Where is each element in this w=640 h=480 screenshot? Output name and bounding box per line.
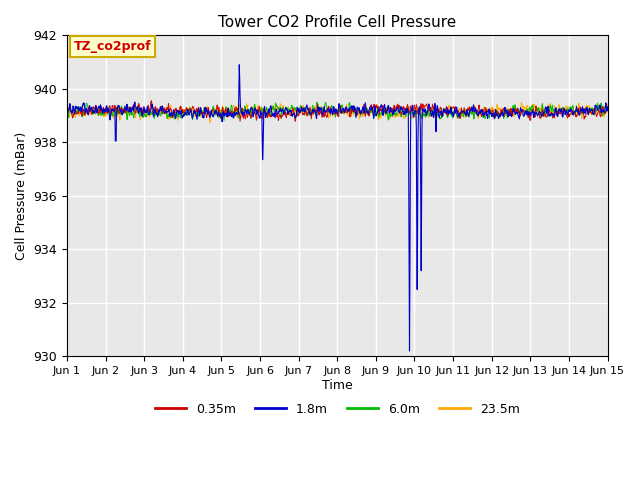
- Y-axis label: Cell Pressure (mBar): Cell Pressure (mBar): [15, 132, 28, 260]
- Text: TZ_co2prof: TZ_co2prof: [74, 40, 151, 53]
- Title: Tower CO2 Profile Cell Pressure: Tower CO2 Profile Cell Pressure: [218, 15, 456, 30]
- X-axis label: Time: Time: [322, 379, 353, 392]
- Legend: 0.35m, 1.8m, 6.0m, 23.5m: 0.35m, 1.8m, 6.0m, 23.5m: [150, 398, 525, 420]
